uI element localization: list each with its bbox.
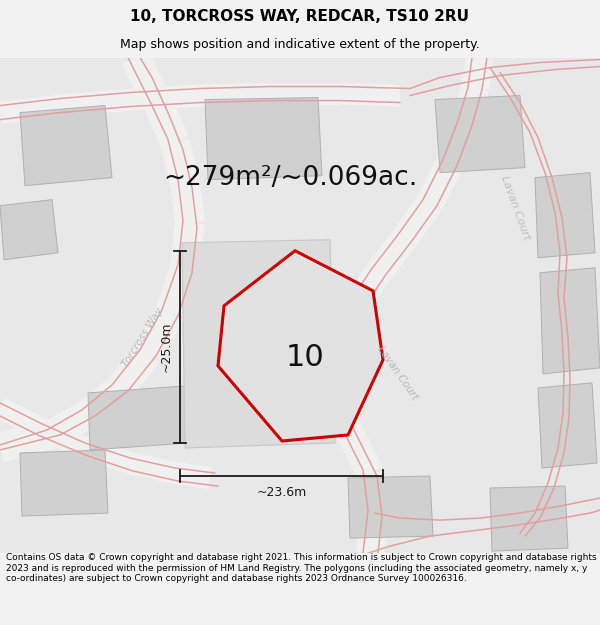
Text: 10, TORCROSS WAY, REDCAR, TS10 2RU: 10, TORCROSS WAY, REDCAR, TS10 2RU bbox=[131, 9, 470, 24]
Polygon shape bbox=[82, 438, 133, 474]
Polygon shape bbox=[343, 265, 389, 316]
Polygon shape bbox=[321, 341, 354, 380]
Polygon shape bbox=[130, 84, 200, 111]
Text: Contains OS data © Crown copyright and database right 2021. This information is : Contains OS data © Crown copyright and d… bbox=[6, 553, 596, 583]
Polygon shape bbox=[173, 462, 212, 489]
Polygon shape bbox=[435, 96, 525, 172]
Polygon shape bbox=[328, 407, 368, 449]
Polygon shape bbox=[131, 71, 173, 114]
Polygon shape bbox=[367, 229, 416, 281]
Polygon shape bbox=[540, 268, 600, 374]
Polygon shape bbox=[218, 251, 383, 441]
Text: ~25.0m: ~25.0m bbox=[160, 322, 173, 372]
Polygon shape bbox=[437, 118, 478, 168]
Polygon shape bbox=[20, 106, 112, 186]
Polygon shape bbox=[348, 476, 433, 538]
Polygon shape bbox=[356, 511, 389, 555]
Polygon shape bbox=[327, 302, 368, 348]
Polygon shape bbox=[135, 306, 183, 360]
Polygon shape bbox=[343, 437, 383, 479]
Polygon shape bbox=[490, 486, 568, 551]
Text: Lavan Court: Lavan Court bbox=[376, 344, 420, 402]
Polygon shape bbox=[0, 94, 61, 124]
Polygon shape bbox=[35, 418, 89, 458]
Polygon shape bbox=[146, 102, 189, 149]
Text: ~279m²/~0.069ac.: ~279m²/~0.069ac. bbox=[163, 164, 417, 191]
Polygon shape bbox=[418, 156, 463, 209]
Polygon shape bbox=[461, 55, 494, 90]
Polygon shape bbox=[156, 263, 199, 318]
Polygon shape bbox=[356, 471, 389, 515]
Polygon shape bbox=[270, 82, 340, 104]
Polygon shape bbox=[122, 51, 158, 84]
Polygon shape bbox=[452, 84, 488, 126]
Polygon shape bbox=[340, 82, 400, 106]
Polygon shape bbox=[535, 173, 595, 258]
Polygon shape bbox=[170, 181, 205, 224]
Polygon shape bbox=[205, 98, 322, 179]
Polygon shape bbox=[0, 419, 59, 462]
Text: 10: 10 bbox=[286, 343, 325, 372]
Polygon shape bbox=[160, 139, 200, 186]
Text: ~23.6m: ~23.6m bbox=[256, 486, 307, 499]
Polygon shape bbox=[128, 452, 178, 484]
Polygon shape bbox=[88, 386, 188, 450]
Polygon shape bbox=[47, 400, 97, 446]
Text: Torcross Way: Torcross Way bbox=[121, 306, 166, 369]
Polygon shape bbox=[20, 450, 108, 516]
Polygon shape bbox=[80, 376, 130, 424]
Polygon shape bbox=[182, 240, 335, 448]
Polygon shape bbox=[59, 89, 131, 116]
Polygon shape bbox=[0, 199, 58, 260]
Polygon shape bbox=[170, 221, 205, 269]
Text: Map shows position and indicative extent of the property.: Map shows position and indicative extent… bbox=[120, 38, 480, 51]
Polygon shape bbox=[321, 376, 354, 415]
Polygon shape bbox=[538, 383, 597, 468]
Polygon shape bbox=[108, 344, 160, 398]
Polygon shape bbox=[0, 398, 45, 438]
Polygon shape bbox=[394, 194, 442, 246]
Polygon shape bbox=[200, 82, 271, 106]
Text: Lavan Court: Lavan Court bbox=[499, 174, 531, 241]
